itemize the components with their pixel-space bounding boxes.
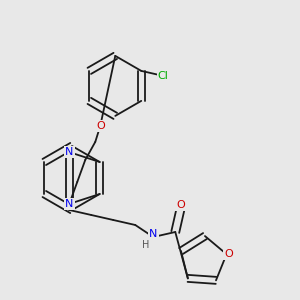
Text: Cl: Cl	[158, 71, 169, 81]
Text: N: N	[65, 199, 74, 209]
Text: O: O	[224, 249, 233, 259]
Text: N: N	[65, 147, 74, 157]
Text: H: H	[142, 240, 149, 250]
Text: O: O	[176, 200, 185, 210]
Text: N: N	[149, 229, 158, 239]
Text: O: O	[96, 121, 105, 131]
